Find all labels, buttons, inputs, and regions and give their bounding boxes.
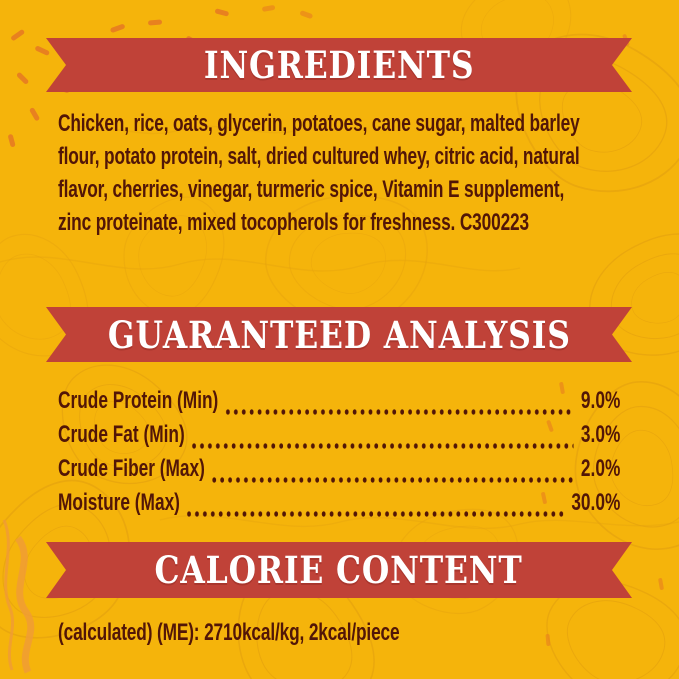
ingredients-line: flavor, cherries, vinegar, turmeric spic… [58,176,565,203]
analysis-row-value: 2.0% [580,455,621,482]
leader-dots [225,409,574,415]
ingredients-banner: INGREDIENTS [46,38,632,92]
ingredients-paragraph: Chicken, rice, oats, glycerin, potatoes,… [58,107,627,239]
leader-dots [212,477,574,483]
ingredients-line: zinc proteinate, mixed tocopherols for f… [58,209,529,236]
calorie-content-banner: CALORIE CONTENT [46,542,632,598]
guaranteed-analysis-banner-title: GUARANTEED ANALYSIS [107,312,571,357]
guaranteed-analysis-table: Crude Protein (Min) 9.0% Crude Fat (Min)… [58,387,620,523]
calorie-statement: (calculated) (ME): 2710kcal/kg, 2kcal/pi… [58,619,400,646]
calorie-content-banner-title: CALORIE CONTENT [154,548,524,592]
analysis-row-value: 3.0% [580,421,621,448]
analysis-row: Moisture (Max) 30.0% [58,489,620,523]
leader-dots [187,511,565,517]
contour-wave [0,256,521,272]
analysis-row-label: Moisture (Max) [58,489,180,516]
ingredients-banner-title: INGREDIENTS [203,43,475,87]
orange-squiggle [2,519,15,671]
analysis-row-value: 9.0% [580,387,621,414]
analysis-row: Crude Fat (Min) 3.0% [58,421,620,455]
ingredients-line: flour, potato protein, salt, dried cultu… [58,143,580,170]
guaranteed-analysis-banner: GUARANTEED ANALYSIS [46,307,632,362]
analysis-row-value: 30.0% [571,489,621,516]
ingredients-line: Chicken, rice, oats, glycerin, potatoes,… [58,110,580,137]
leader-dots [191,443,574,449]
analysis-row-label: Crude Fiber (Max) [58,455,205,482]
analysis-row-label: Crude Protein (Min) [58,387,219,414]
analysis-row: Crude Protein (Min) 9.0% [58,387,620,421]
contour-wave [159,514,679,530]
contour-wave [59,125,301,135]
orange-squiggle [15,535,35,674]
analysis-row: Crude Fiber (Max) 2.0% [58,455,620,489]
analysis-row-label: Crude Fat (Min) [58,421,185,448]
